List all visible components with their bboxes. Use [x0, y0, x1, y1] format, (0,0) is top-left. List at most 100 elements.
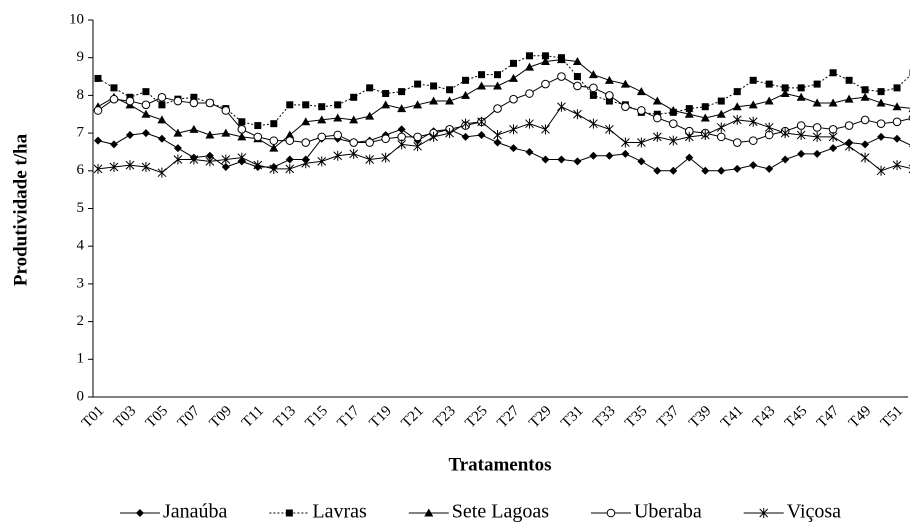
data-point: [717, 97, 725, 105]
data-point: [381, 152, 391, 163]
data-point: [157, 167, 167, 178]
y-tick-label: 2: [77, 313, 85, 329]
data-point: [557, 101, 566, 112]
data-point: [285, 136, 295, 145]
data-point: [748, 116, 758, 127]
x-tick-label: T11: [239, 403, 267, 431]
data-point: [812, 123, 822, 132]
data-point: [813, 80, 821, 88]
data-point: [716, 122, 726, 133]
y-tick-label: 1: [77, 351, 85, 367]
data-point: [748, 136, 758, 145]
legend-marker: [759, 508, 769, 518]
y-tick-label: 0: [77, 388, 85, 404]
data-point: [829, 69, 837, 77]
y-tick-label: 3: [77, 275, 85, 291]
data-point: [349, 148, 359, 159]
data-point: [701, 166, 710, 175]
data-point: [541, 155, 550, 164]
data-point: [477, 130, 486, 139]
data-point: [413, 132, 422, 142]
x-tick-label: T07: [175, 403, 204, 432]
data-point: [684, 109, 694, 118]
x-tick-label: T21: [398, 403, 426, 431]
data-point: [221, 128, 231, 137]
data-point: [764, 96, 774, 105]
data-point: [701, 103, 709, 111]
x-tick-label: T19: [367, 403, 395, 431]
data-point: [414, 80, 422, 88]
legend-label: Uberaba: [634, 501, 702, 523]
data-point: [589, 83, 598, 93]
data-point: [877, 132, 886, 141]
data-point: [494, 71, 502, 79]
data-point: [573, 157, 582, 166]
data-point: [317, 132, 327, 142]
data-point: [812, 98, 822, 107]
data-point: [253, 160, 263, 171]
data-point: [189, 154, 199, 165]
x-tick-label: T51: [878, 403, 906, 431]
data-point: [237, 152, 247, 163]
data-point: [621, 137, 630, 148]
data-point: [876, 119, 886, 128]
data-point: [270, 120, 278, 128]
data-point: [861, 140, 870, 149]
data-point: [109, 140, 118, 149]
data-point: [142, 88, 150, 96]
data-point: [221, 154, 231, 165]
data-point: [844, 121, 854, 130]
x-tick-label: T41: [718, 403, 746, 431]
data-point: [860, 115, 870, 125]
data-point: [700, 113, 710, 122]
data-point: [301, 117, 311, 126]
data-point: [716, 109, 726, 118]
x-tick-label: T23: [430, 403, 458, 431]
data-point: [125, 96, 135, 106]
data-point: [605, 97, 613, 105]
data-point: [445, 96, 455, 105]
data-point: [860, 152, 870, 163]
data-point: [173, 128, 183, 137]
data-point: [653, 166, 662, 175]
data-point: [141, 100, 151, 110]
legend-marker: [606, 508, 616, 518]
data-point: [812, 131, 822, 142]
y-tick-label: 10: [69, 11, 84, 27]
data-point: [765, 164, 774, 173]
y-tick-label: 7: [77, 125, 85, 141]
data-point: [333, 113, 343, 122]
data-point: [844, 141, 854, 152]
data-point: [541, 124, 550, 135]
data-point: [541, 52, 549, 60]
legend-marker: [135, 509, 144, 517]
data-point: [525, 118, 534, 129]
data-point: [589, 91, 597, 99]
legend-marker: [424, 508, 434, 517]
data-point: [764, 122, 774, 133]
data-point: [525, 52, 533, 60]
data-point: [93, 106, 103, 115]
x-tick-label: T25: [462, 403, 490, 431]
data-point: [621, 149, 630, 158]
data-point: [333, 130, 343, 140]
data-point: [716, 132, 726, 142]
data-point: [860, 92, 870, 101]
data-point: [556, 55, 566, 64]
x-tick-label: T31: [558, 403, 586, 431]
data-point: [365, 138, 374, 147]
data-point: [445, 128, 454, 139]
x-tick-label: T33: [590, 403, 618, 431]
data-point: [573, 81, 582, 91]
data-point: [604, 75, 614, 84]
data-point: [877, 88, 885, 96]
data-point: [749, 76, 757, 84]
data-point: [461, 118, 470, 129]
data-point: [653, 113, 662, 123]
data-point: [588, 70, 598, 79]
data-point: [892, 117, 902, 127]
data-point: [285, 130, 295, 139]
data-point: [845, 76, 853, 84]
data-point: [334, 101, 342, 109]
